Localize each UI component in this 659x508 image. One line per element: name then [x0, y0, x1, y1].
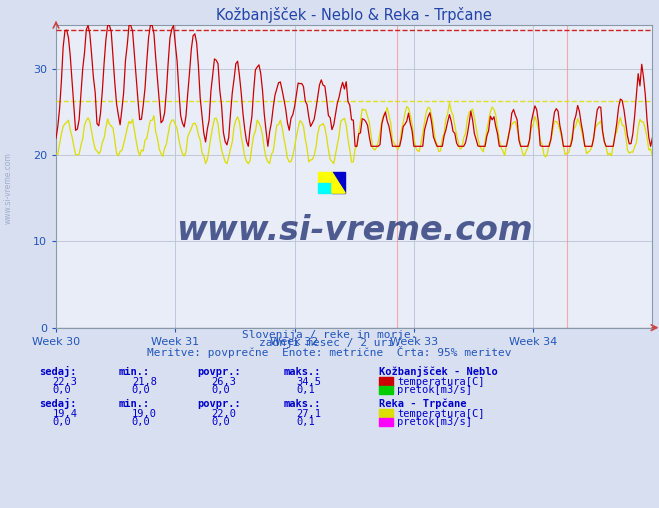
Text: Slovenija / reke in morje.: Slovenija / reke in morje. [242, 330, 417, 340]
Text: www.si-vreme.com: www.si-vreme.com [3, 152, 13, 224]
Text: 22,3: 22,3 [53, 376, 78, 387]
Text: min.:: min.: [119, 399, 150, 409]
Text: 0,0: 0,0 [211, 385, 229, 395]
Text: 22,0: 22,0 [211, 408, 236, 419]
Text: 0,1: 0,1 [297, 417, 315, 427]
Text: 0,1: 0,1 [297, 385, 315, 395]
Text: 19,0: 19,0 [132, 408, 157, 419]
Text: sedaj:: sedaj: [40, 366, 77, 377]
Text: 0,0: 0,0 [132, 385, 150, 395]
Title: Kožbanjšček - Neblo & Reka - Trpčane: Kožbanjšček - Neblo & Reka - Trpčane [216, 7, 492, 23]
Text: min.:: min.: [119, 367, 150, 377]
Text: povpr.:: povpr.: [198, 367, 241, 377]
Text: 21,8: 21,8 [132, 376, 157, 387]
Text: temperatura[C]: temperatura[C] [397, 408, 485, 419]
Text: www.si-vreme.com: www.si-vreme.com [176, 214, 532, 247]
Text: pretok[m3/s]: pretok[m3/s] [397, 417, 473, 427]
Text: 19,4: 19,4 [53, 408, 78, 419]
Text: pretok[m3/s]: pretok[m3/s] [397, 385, 473, 395]
Text: Meritve: povprečne  Enote: metrične  Črta: 95% meritev: Meritve: povprečne Enote: metrične Črta:… [147, 345, 512, 358]
Text: 34,5: 34,5 [297, 376, 322, 387]
Text: maks.:: maks.: [283, 399, 321, 409]
Text: 0,0: 0,0 [53, 417, 71, 427]
Text: 0,0: 0,0 [53, 385, 71, 395]
Text: 0,0: 0,0 [211, 417, 229, 427]
Text: Kožbanjšček - Neblo: Kožbanjšček - Neblo [379, 366, 498, 377]
Text: temperatura[C]: temperatura[C] [397, 376, 485, 387]
Text: maks.:: maks.: [283, 367, 321, 377]
Text: 0,0: 0,0 [132, 417, 150, 427]
Text: Reka - Trpčane: Reka - Trpčane [379, 399, 467, 409]
Text: sedaj:: sedaj: [40, 398, 77, 409]
Text: 27,1: 27,1 [297, 408, 322, 419]
Text: 26,3: 26,3 [211, 376, 236, 387]
Text: zadnji mesec / 2 uri.: zadnji mesec / 2 uri. [258, 338, 401, 348]
Text: povpr.:: povpr.: [198, 399, 241, 409]
